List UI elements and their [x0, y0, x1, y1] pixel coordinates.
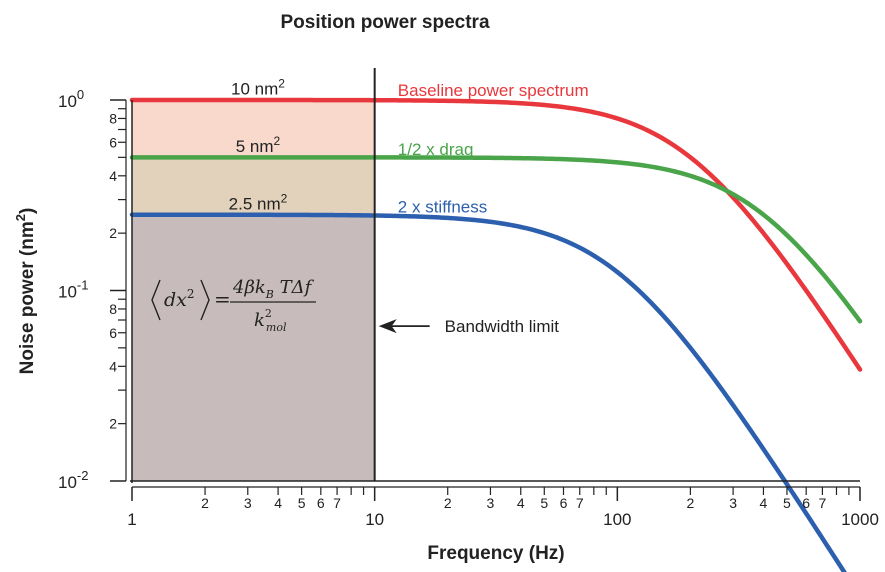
- series-label-2: 1/2 x drag: [398, 140, 474, 159]
- region-label-2: 5 nm2: [236, 134, 281, 156]
- shaded-region-2: [132, 157, 375, 215]
- x-minor-tick-label: 7: [576, 495, 584, 511]
- y-minor-tick-label: 8: [109, 110, 117, 126]
- x-minor-tick-label: 5: [298, 495, 306, 511]
- bandwidth-arrow-head: [378, 319, 397, 334]
- region-label-1: 10 nm2: [231, 77, 285, 99]
- x-minor-tick-label: 7: [819, 495, 827, 511]
- x-axis-label: Frequency (Hz): [427, 543, 564, 564]
- y-minor-tick-label: 6: [109, 134, 117, 150]
- x-tick-label: 1000: [841, 510, 879, 529]
- shaded-region-3: [132, 214, 375, 481]
- shaded-region-1: [132, 100, 375, 158]
- x-minor-tick-label: 4: [517, 495, 525, 511]
- formula-right-bracket: [200, 279, 210, 321]
- x-minor-tick-label: 4: [760, 495, 768, 511]
- formula-numerator: 4βkB TΔf: [232, 277, 315, 301]
- x-minor-tick-label: 6: [560, 495, 568, 511]
- region-label-3: 2.5 nm2: [229, 191, 288, 213]
- formula-left-bracket: [151, 279, 161, 321]
- y-axis-label: Noise power (nm2): [13, 208, 38, 375]
- x-minor-tick-label: 3: [729, 495, 737, 511]
- x-minor-tick-label: 5: [540, 495, 548, 511]
- spectrum-curves: [129, 97, 863, 572]
- series-line-1: [129, 97, 863, 372]
- x-minor-tick-label: 3: [487, 495, 495, 511]
- shaded-regions: [132, 100, 375, 481]
- bandwidth-limit-label: Bandwidth limit: [445, 317, 560, 336]
- series-label-3: 2 x stiffness: [398, 197, 487, 216]
- x-minor-tick-label: 2: [686, 495, 694, 511]
- x-minor-tick-label: 2: [444, 495, 452, 511]
- x-minor-tick-label: 3: [244, 495, 252, 511]
- y-minor-tick-label: 8: [109, 301, 117, 317]
- axes: [110, 68, 861, 501]
- formula-denominator: k2 mol: [254, 307, 287, 334]
- y-tick-label: 100: [58, 87, 84, 111]
- y-minor-tick-label: 6: [109, 325, 117, 341]
- formula-equals: =: [214, 287, 231, 311]
- x-minor-tick-label: 7: [333, 495, 341, 511]
- y-minor-tick-label: 2: [109, 225, 117, 241]
- x-tick-label: 10: [365, 510, 384, 529]
- y-tick-label: 10-1: [58, 278, 88, 302]
- x-minor-tick-label: 2: [201, 495, 209, 511]
- x-minor-tick-label: 6: [802, 495, 810, 511]
- noise-formula: dx2 = 4βkB TΔf k2 mol: [151, 277, 316, 334]
- y-minor-tick-label: 4: [109, 358, 117, 374]
- series-line-3: [129, 212, 847, 572]
- y-minor-tick-label: 4: [109, 168, 117, 184]
- y-minor-tick-label: 2: [109, 416, 117, 432]
- x-tick-label: 1: [127, 510, 136, 529]
- chart-title: Position power spectra: [280, 12, 489, 33]
- series-label-1: Baseline power spectrum: [398, 81, 589, 100]
- x-minor-tick-label: 6: [317, 495, 325, 511]
- x-minor-tick-label: 5: [783, 495, 791, 511]
- formula-lhs: dx2: [164, 287, 195, 311]
- y-tick-label: 10-2: [58, 468, 88, 492]
- x-tick-label: 100: [603, 510, 631, 529]
- series-line-2: [129, 155, 863, 324]
- x-minor-tick-label: 4: [274, 495, 282, 511]
